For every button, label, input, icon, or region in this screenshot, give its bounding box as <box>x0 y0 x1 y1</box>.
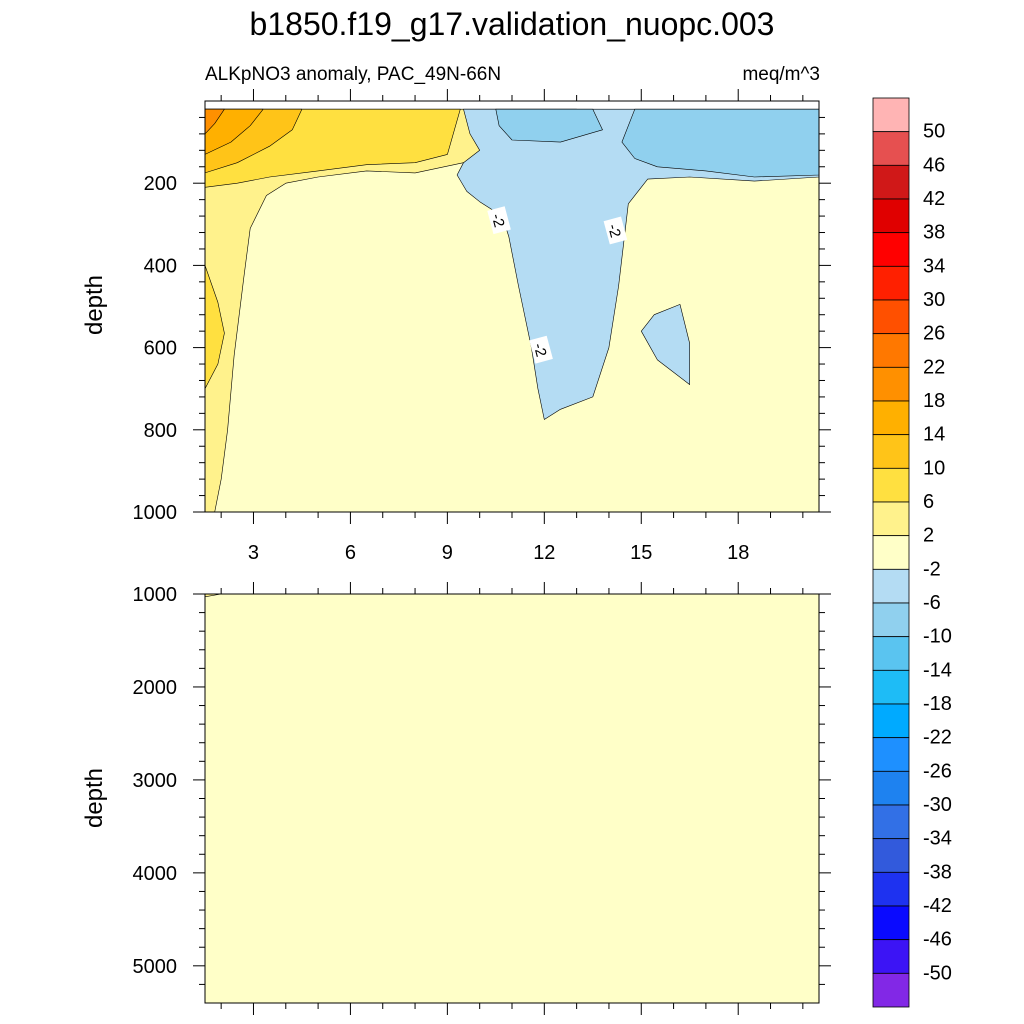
colorbar-swatch <box>872 434 910 469</box>
colorbar-label: -38 <box>923 861 952 883</box>
colorbar-swatch <box>872 232 910 267</box>
colorbar-swatch <box>872 939 910 974</box>
figure-subtitle-left: ALKpNO3 anomaly, PAC_49N-66N <box>205 64 501 85</box>
colorbar-label: -50 <box>923 962 952 984</box>
y-tick-label: 600 <box>144 338 177 360</box>
colorbar-swatch <box>872 871 910 907</box>
figure-units-label: meq/m^3 <box>742 64 820 85</box>
contour-label-text: -2 <box>530 341 550 358</box>
colorbar-swatch <box>872 97 910 133</box>
colorbar-label: 26 <box>923 323 945 345</box>
colorbar-swatch <box>872 299 910 335</box>
colorbar-label: 38 <box>923 222 945 244</box>
colorbar-swatch <box>872 535 910 570</box>
x-tick-label: 15 <box>630 542 652 564</box>
x-tick-label: 18 <box>727 542 749 564</box>
y-tick-label: 5000 <box>133 956 178 978</box>
colorbar-swatch <box>872 602 910 638</box>
y-tick-label: 400 <box>144 255 177 277</box>
colorbar-swatch <box>872 636 910 671</box>
colorbar-swatch <box>872 366 910 402</box>
colorbar-label: 46 <box>923 154 945 176</box>
contour-label-box <box>529 335 553 364</box>
y-tick-label: 1000 <box>133 584 178 606</box>
colorbar-swatch <box>872 972 910 1008</box>
contour-label: -2 <box>529 335 553 364</box>
y-tick-label: 1000 <box>133 502 178 524</box>
colorbar-label: -2 <box>923 558 941 580</box>
colorbar-label: 14 <box>923 424 945 446</box>
x-tick-label: 6 <box>345 542 356 564</box>
colorbar-label: 22 <box>923 356 945 378</box>
contour-label: -2 <box>603 216 628 245</box>
colorbar-label: -46 <box>923 929 952 951</box>
contour-label-box <box>603 216 628 245</box>
colorbar-swatch <box>872 164 910 200</box>
upper-contour-labels: -2 -2 -2 <box>487 206 628 364</box>
y-tick-label: 2000 <box>133 677 178 699</box>
colorbar-label: -34 <box>923 828 952 850</box>
colorbar-swatch <box>872 501 910 537</box>
upper-axis-ticks: 3 6 9 12 15 18 200 400 600 800 1000 <box>133 89 831 564</box>
x-tick-label: 9 <box>442 542 453 564</box>
upper-panel: -2 -2 -2 3 6 9 12 15 18 200 400 600 800 1000 depth <box>81 89 831 564</box>
colorbar-label: -42 <box>923 895 952 917</box>
contour-label-text: -2 <box>488 212 508 229</box>
colorbar-swatch <box>872 198 910 234</box>
y-tick-label: 4000 <box>133 863 178 885</box>
y-tick-label: 200 <box>144 173 177 195</box>
y-tick-label: 800 <box>144 420 177 442</box>
contour-region <box>205 594 819 1003</box>
colorbar-label: 42 <box>923 188 945 210</box>
colorbar-label: -26 <box>923 760 952 782</box>
colorbar-swatch <box>872 333 910 368</box>
contour-region <box>205 109 819 512</box>
colorbar-label: 18 <box>923 390 945 412</box>
colorbar-swatch <box>872 838 910 873</box>
colorbar-label: -22 <box>923 727 952 749</box>
colorbar-swatch <box>872 568 910 604</box>
colorbar-label: 6 <box>923 491 934 513</box>
colorbar-label: -14 <box>923 659 952 681</box>
colorbar-label: 2 <box>923 525 934 547</box>
colorbar-swatch <box>872 770 910 806</box>
colorbar-label: -6 <box>923 592 941 614</box>
colorbar-label: -18 <box>923 693 952 715</box>
contour-region <box>495 108 603 143</box>
y-tick-label: 3000 <box>133 770 178 792</box>
colorbar-label: 50 <box>923 121 945 143</box>
lower-axis-ticks: 1000 2000 3000 4000 5000 <box>133 582 831 1015</box>
lower-panel: 1000 2000 3000 4000 5000 depth <box>81 582 831 1015</box>
colorbar-label: -30 <box>923 794 952 816</box>
colorbar-swatch <box>872 131 910 166</box>
upper-y-axis-label: depth <box>81 275 108 335</box>
x-tick-label: 3 <box>248 542 259 564</box>
contour-label-box <box>487 206 511 235</box>
upper-contour-fill <box>204 108 820 513</box>
colorbar-swatch <box>872 669 910 705</box>
colorbar: 50 46 42 38 34 30 26 22 18 14 10 6 2 -2 -6 -10 -14 -18 -22… <box>872 97 952 1008</box>
colorbar-swatch <box>872 804 910 840</box>
colorbar-swatch <box>872 703 910 739</box>
colorbar-swatch <box>872 737 910 772</box>
colorbar-label: 10 <box>923 457 945 479</box>
colorbar-swatch <box>872 400 910 436</box>
contour-label: -2 <box>487 206 511 235</box>
colorbar-swatch <box>872 265 910 301</box>
colorbar-swatch <box>872 905 910 941</box>
figure-title: b1850.f19_g17.validation_nuopc.003 <box>250 6 775 42</box>
x-tick-label: 12 <box>533 542 555 564</box>
colorbar-label: 30 <box>923 289 945 311</box>
lower-contour-fill <box>204 593 819 1003</box>
colorbar-swatch <box>872 467 910 503</box>
contour-region <box>640 304 691 385</box>
lower-y-axis-label: depth <box>81 768 108 828</box>
colorbar-label: 34 <box>923 255 945 277</box>
colorbar-label: -10 <box>923 626 952 648</box>
contour-label-text: -2 <box>604 222 624 239</box>
